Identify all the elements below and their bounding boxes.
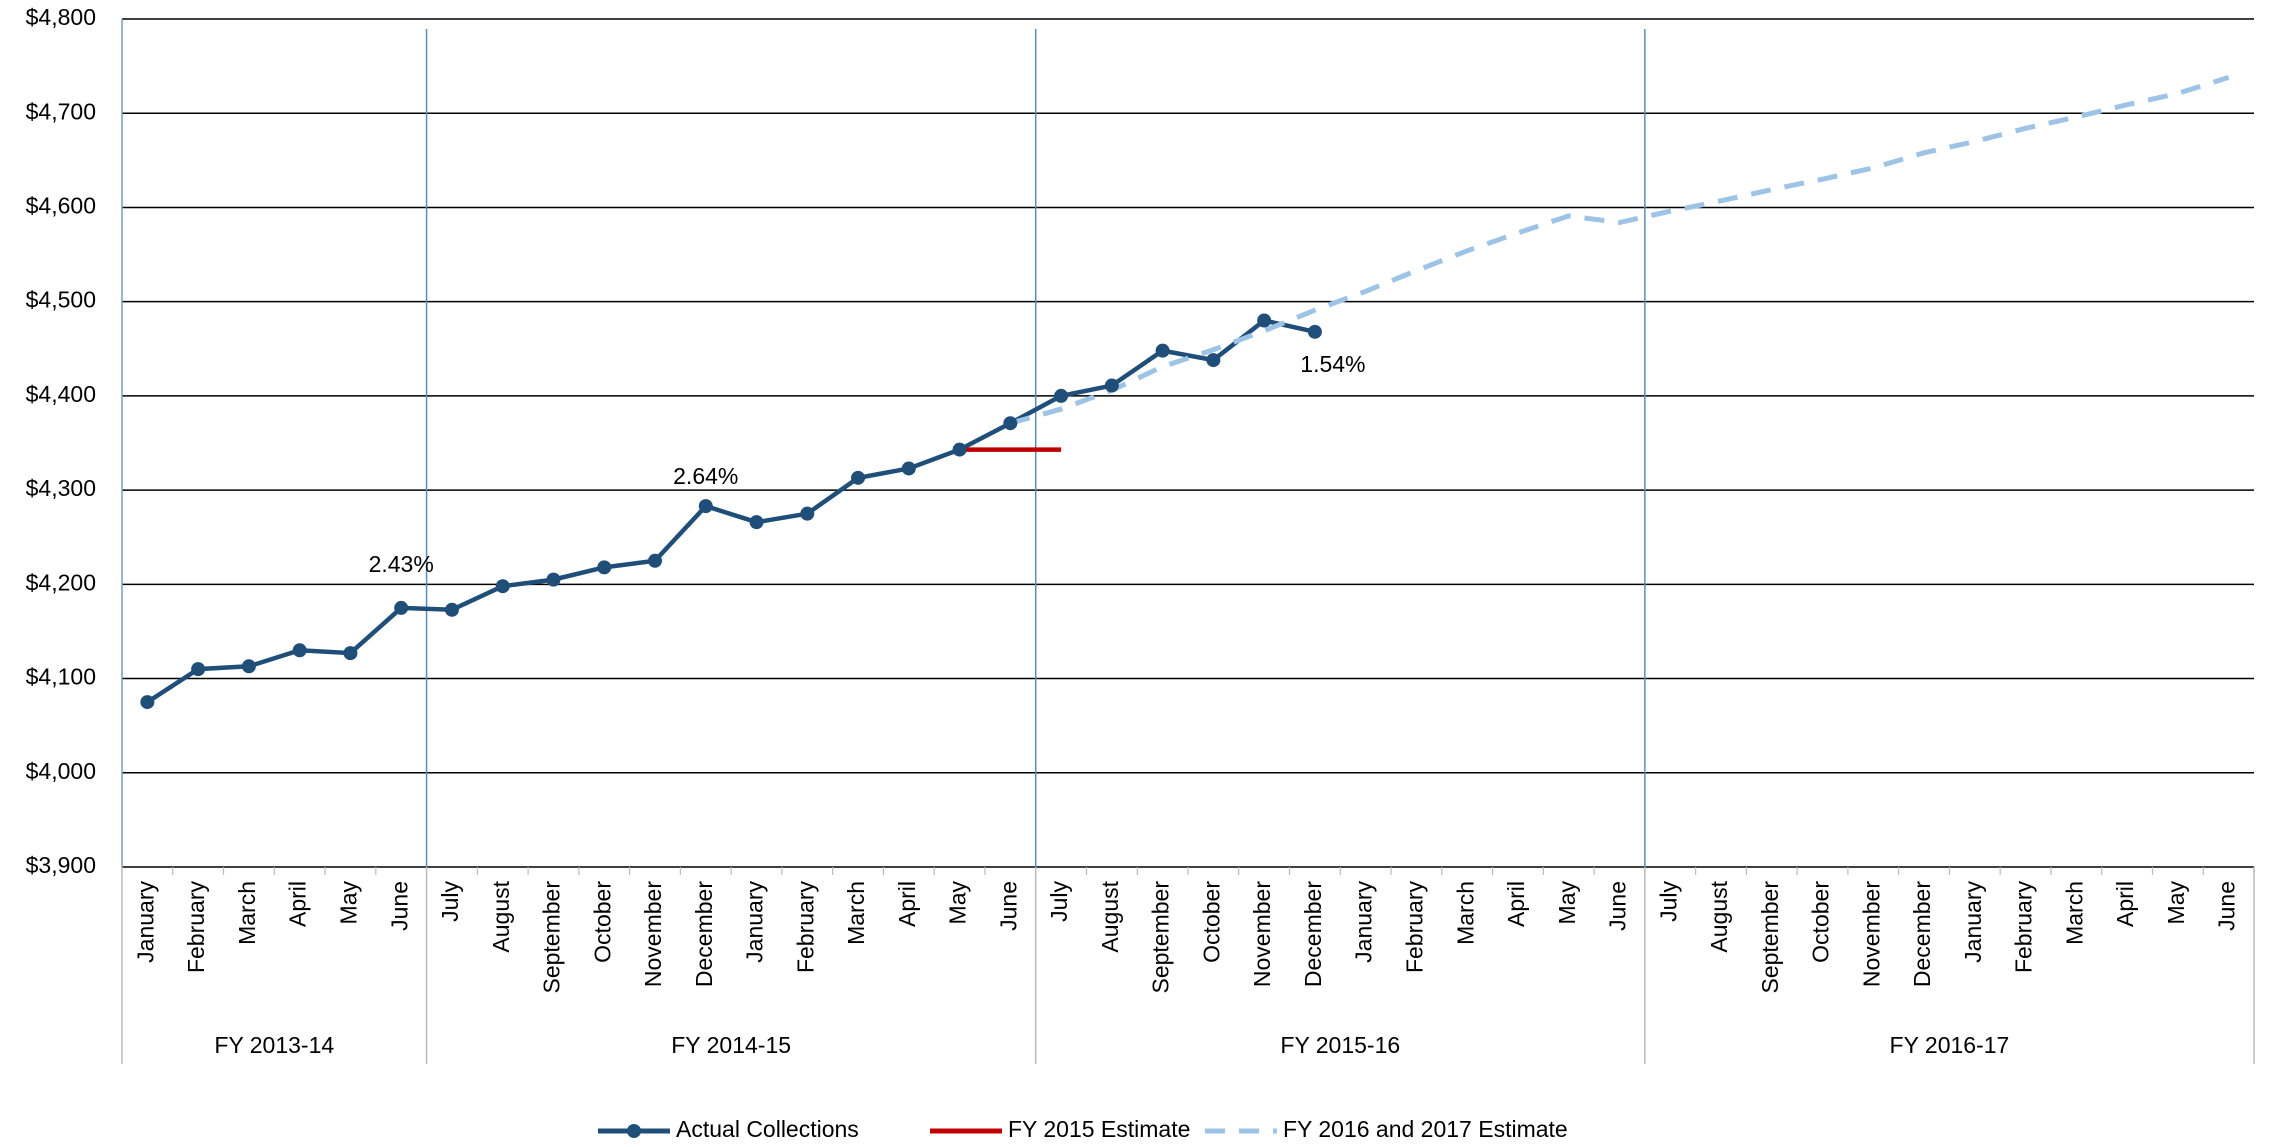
point bbox=[1155, 343, 1170, 358]
x-tick-label: July bbox=[1655, 881, 1681, 922]
x-tick-label: January bbox=[132, 881, 158, 963]
legend-label: Actual Collections bbox=[676, 1116, 859, 1142]
point bbox=[1003, 416, 1018, 431]
x-tick-label: September bbox=[539, 881, 565, 994]
point bbox=[1307, 324, 1322, 339]
x-tick-label: May bbox=[336, 881, 362, 925]
point bbox=[343, 646, 358, 661]
x-tick-label: April bbox=[1503, 881, 1529, 927]
legend-label: FY 2016 and 2017 Estimate bbox=[1283, 1116, 1568, 1142]
x-tick-label: April bbox=[894, 881, 920, 927]
x-tick-label: August bbox=[488, 880, 514, 952]
annotation: 2.64% bbox=[673, 463, 738, 489]
x-tick-label: January bbox=[1960, 881, 1986, 963]
y-tick-label: $4,200 bbox=[26, 569, 96, 595]
point bbox=[698, 499, 713, 514]
point bbox=[140, 695, 155, 710]
group-label: FY 2013-14 bbox=[214, 1032, 334, 1058]
x-tick-label: August bbox=[1706, 880, 1732, 952]
x-tick-label: July bbox=[437, 881, 463, 922]
x-tick-label: October bbox=[589, 881, 615, 963]
x-tick-label: September bbox=[1148, 881, 1174, 994]
x-tick-label: May bbox=[2163, 881, 2189, 925]
series-line bbox=[146, 318, 1316, 704]
x-tick-label: January bbox=[742, 881, 768, 963]
x-tick-label: February bbox=[2011, 881, 2037, 974]
y-tick-label: $4,800 bbox=[26, 4, 96, 30]
point bbox=[191, 662, 206, 677]
point bbox=[597, 560, 612, 575]
annotation: 1.54% bbox=[1300, 351, 1365, 377]
x-tick-label: August bbox=[1097, 880, 1123, 952]
x-tick-label: February bbox=[792, 881, 818, 974]
point bbox=[495, 579, 510, 594]
x-tick-label: November bbox=[1249, 881, 1275, 987]
y-tick-label: $4,300 bbox=[26, 475, 96, 501]
x-tick-label: March bbox=[1452, 881, 1478, 945]
legend-label: FY 2015 Estimate bbox=[1008, 1116, 1190, 1142]
x-tick-label: April bbox=[285, 881, 311, 927]
x-tick-label: June bbox=[2214, 881, 2240, 931]
x-tick-label: November bbox=[1858, 881, 1884, 987]
y-tick-label: $3,900 bbox=[26, 852, 96, 878]
x-tick-label: June bbox=[386, 881, 412, 931]
point bbox=[1054, 388, 1069, 403]
point bbox=[1206, 353, 1221, 368]
x-tick-label: September bbox=[1757, 881, 1783, 994]
point bbox=[1257, 313, 1272, 328]
annotation: 2.43% bbox=[369, 551, 434, 577]
x-tick-label: March bbox=[2061, 881, 2087, 945]
point bbox=[1104, 378, 1119, 393]
series-line bbox=[1009, 75, 2230, 426]
x-tick-label: March bbox=[234, 881, 260, 945]
x-tick-label: November bbox=[640, 881, 666, 987]
x-tick-label: June bbox=[995, 881, 1021, 931]
point bbox=[394, 600, 409, 615]
x-tick-label: March bbox=[843, 881, 869, 945]
point bbox=[444, 602, 459, 617]
y-tick-label: $4,400 bbox=[26, 381, 96, 407]
point bbox=[546, 572, 561, 587]
point bbox=[901, 461, 916, 476]
y-tick-label: $4,600 bbox=[26, 193, 96, 219]
y-tick-label: $4,500 bbox=[26, 287, 96, 313]
y-tick-label: $4,100 bbox=[26, 664, 96, 690]
point bbox=[800, 506, 815, 521]
group-label: FY 2016-17 bbox=[1890, 1032, 2010, 1058]
x-tick-label: December bbox=[1300, 881, 1326, 987]
point bbox=[648, 553, 662, 568]
x-tick-label: October bbox=[1808, 881, 1834, 963]
x-tick-label: December bbox=[1909, 881, 1935, 987]
y-tick-label: $4,000 bbox=[26, 758, 96, 784]
x-tick-label: July bbox=[1046, 881, 1072, 922]
x-tick-label: April bbox=[2112, 881, 2138, 927]
x-tick-label: October bbox=[1198, 881, 1224, 963]
x-tick-label: February bbox=[1402, 881, 1428, 974]
point bbox=[292, 643, 307, 658]
group-label: FY 2015-16 bbox=[1280, 1032, 1400, 1058]
x-tick-label: June bbox=[1605, 881, 1631, 931]
x-tick-label: January bbox=[1351, 881, 1377, 963]
point bbox=[241, 659, 256, 674]
point bbox=[851, 470, 866, 485]
x-tick-label: May bbox=[1554, 881, 1580, 925]
legend-marker bbox=[627, 1124, 641, 1138]
x-tick-label: December bbox=[691, 881, 717, 987]
y-tick-label: $4,700 bbox=[26, 98, 96, 124]
point bbox=[952, 442, 967, 457]
point bbox=[749, 515, 764, 530]
group-label: FY 2014-15 bbox=[671, 1032, 791, 1058]
x-tick-label: May bbox=[945, 881, 971, 925]
x-tick-label: February bbox=[183, 881, 209, 974]
